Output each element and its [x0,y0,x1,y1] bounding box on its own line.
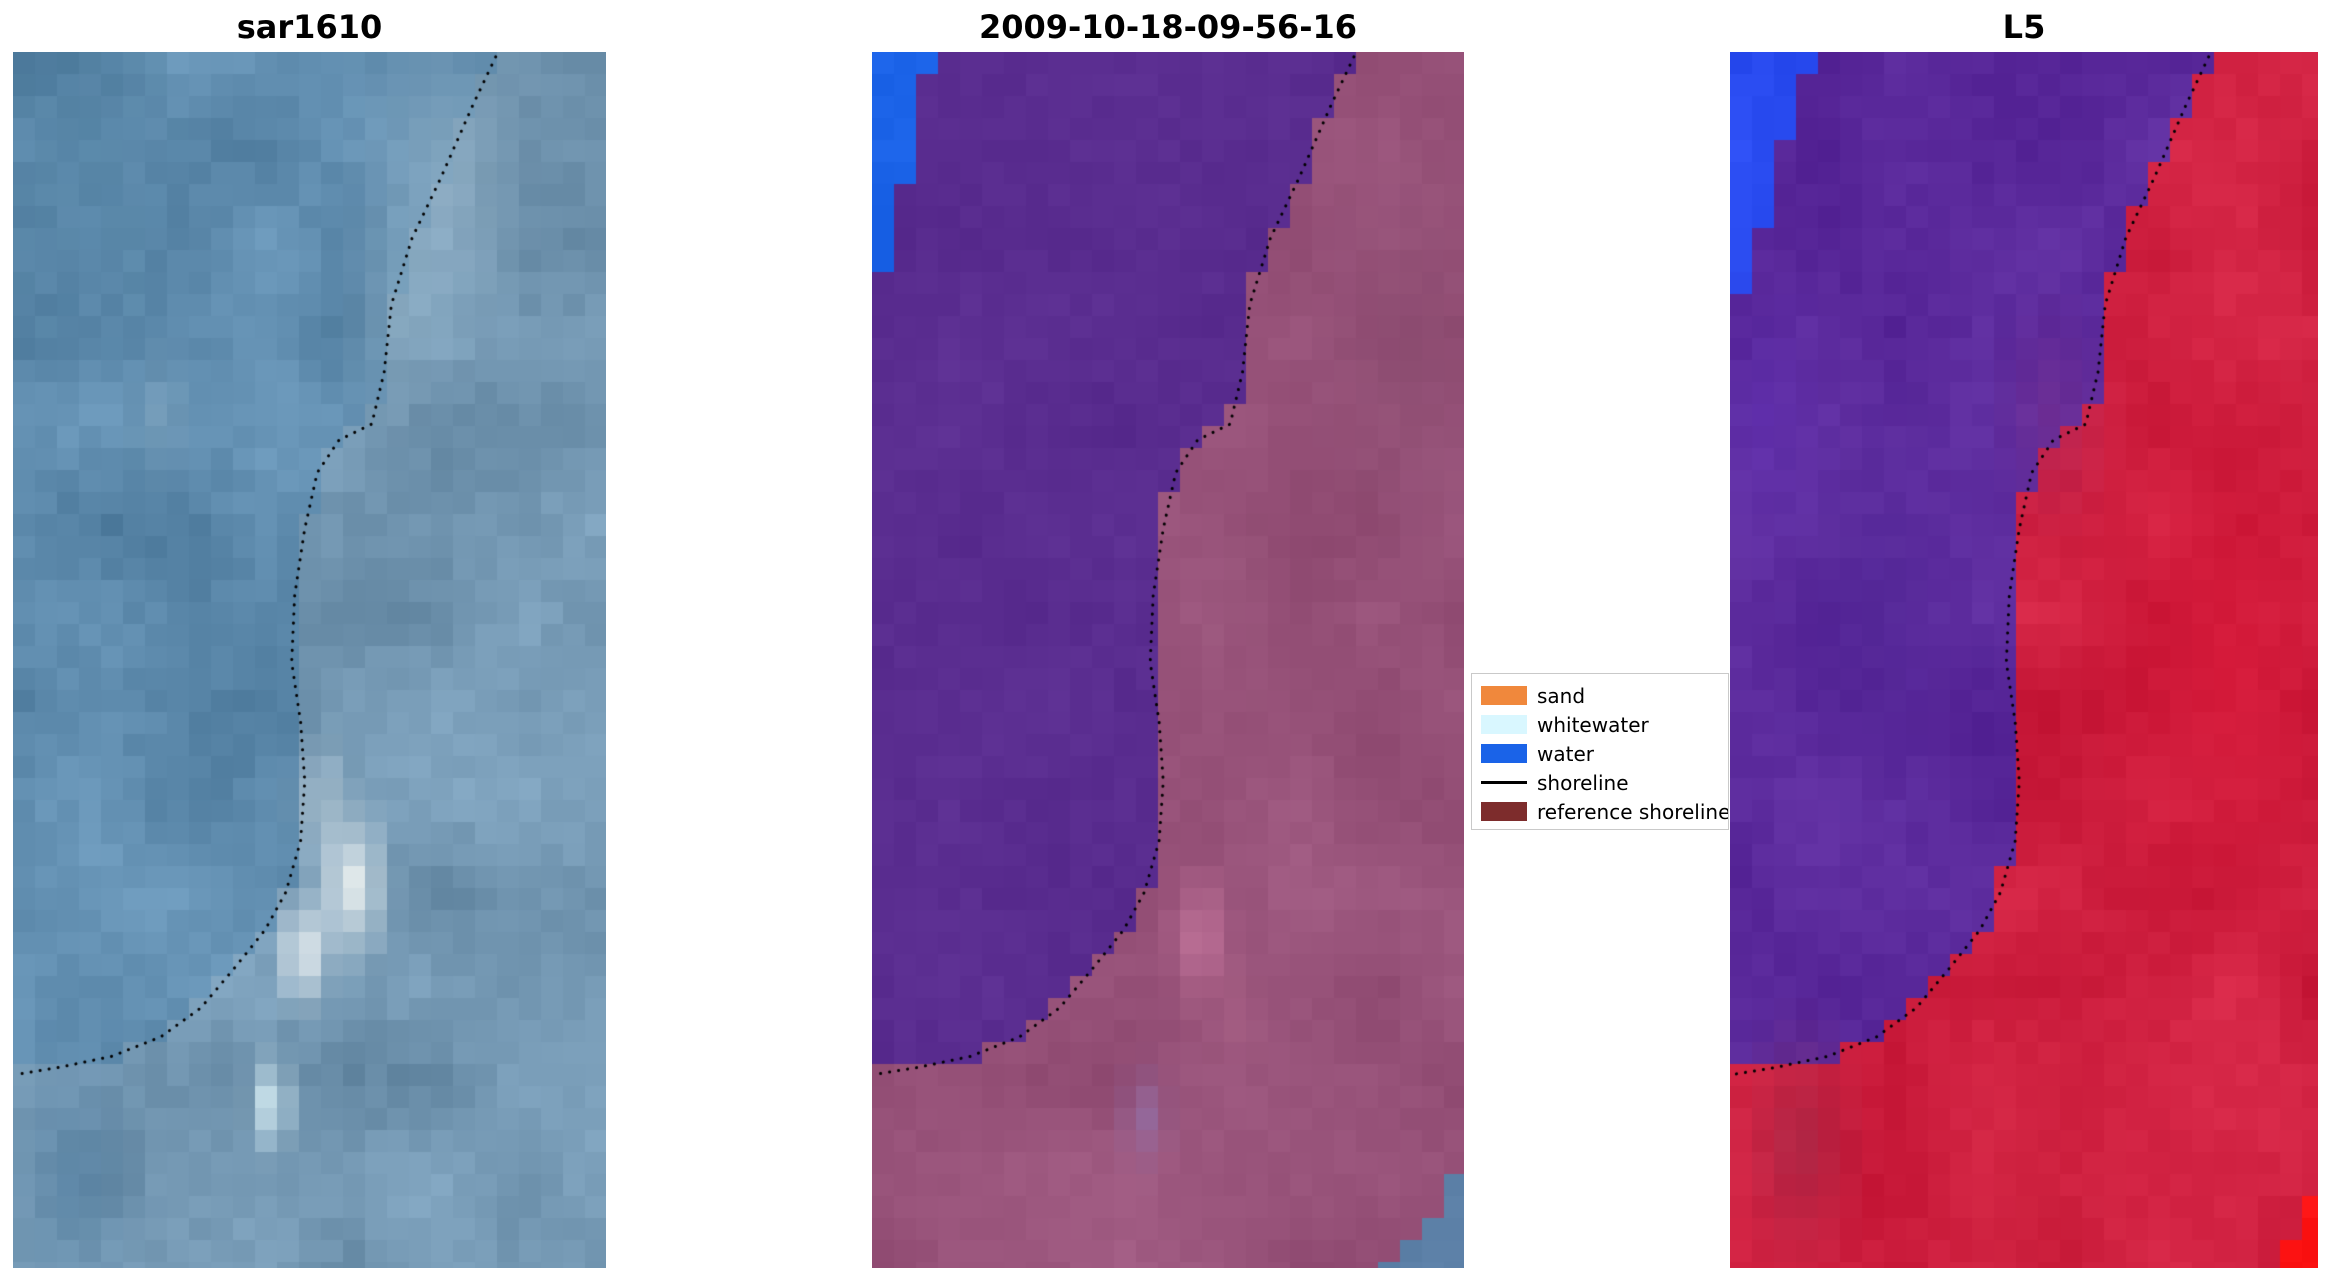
legend-label: whitewater [1537,712,1649,737]
legend-item: sand [1481,681,1728,710]
whitewater-swatch [1481,715,1527,734]
panel-title-sar1610: sar1610 [236,8,383,46]
l5-satellite-image [1730,52,2318,1268]
shoreline-line-swatch [1481,781,1527,784]
legend-item: shoreline [1481,768,1728,797]
legend-item: reference shoreline [1481,797,1728,826]
water-swatch [1481,744,1527,763]
legend-label: reference shoreline [1537,799,1728,824]
panel-l5 [1730,52,2318,1268]
legend-label: shoreline [1537,770,1629,795]
panel-title-l5: L5 [2002,8,2046,46]
legend-label: sand [1537,683,1586,708]
panel-title-date: 2009-10-18-09-56-16 [978,8,1358,46]
classified-satellite-image [872,52,1464,1268]
panel-classified [872,52,1464,1268]
sar1610-satellite-image [13,52,606,1268]
legend-item: whitewater [1481,710,1728,739]
panel-sar1610 [13,52,606,1268]
sand-swatch [1481,686,1527,705]
legend-item: water [1481,739,1728,768]
legend: sand whitewater water shoreline reference sh… [1471,673,1729,830]
reference-shoreline-swatch [1481,802,1527,821]
legend-label: water [1537,741,1594,766]
